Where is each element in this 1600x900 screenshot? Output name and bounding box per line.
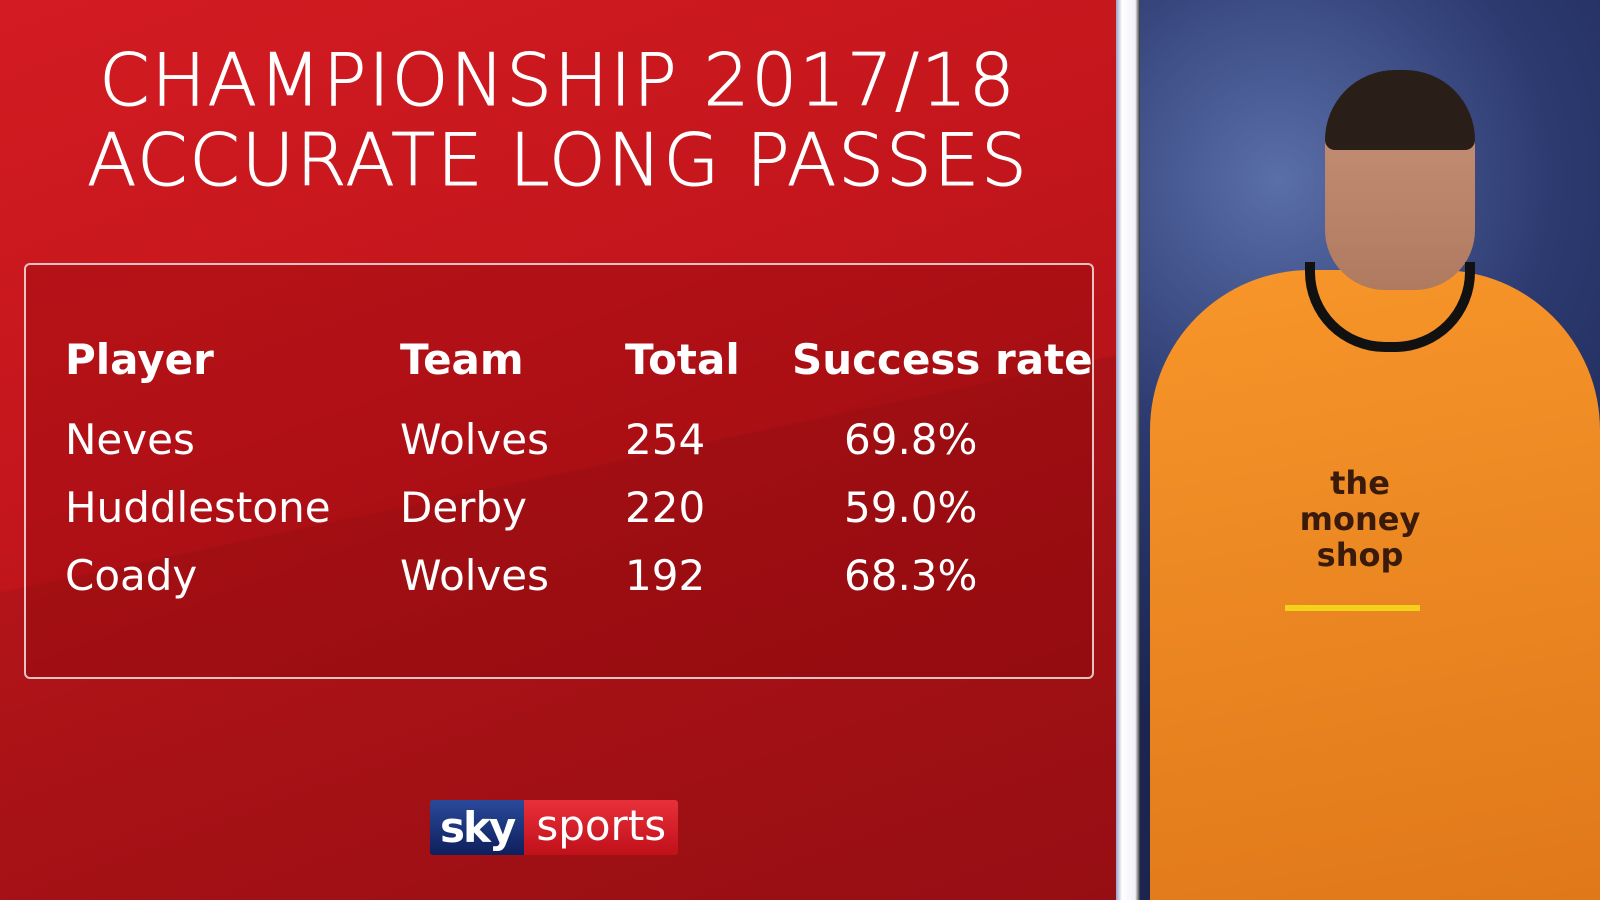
divider-stripe bbox=[1116, 0, 1140, 900]
team-name: Wolves bbox=[400, 415, 550, 464]
player-name: Neves bbox=[65, 415, 195, 464]
team-name: Derby bbox=[400, 483, 527, 532]
title-line-2: ACCURATE LONG PASSES bbox=[87, 118, 1029, 202]
total-value: 254 bbox=[625, 415, 706, 464]
sky-sports-logo: sky sports bbox=[430, 800, 679, 855]
sponsor-bar bbox=[1285, 605, 1420, 611]
team-name: Wolves bbox=[400, 551, 550, 600]
player-name: Huddlestone bbox=[65, 483, 331, 532]
rate-value: 59.0% bbox=[844, 483, 978, 532]
graphic-panel: CHAMPIONSHIP 2017/18 ACCURATE LONG PASSE… bbox=[0, 0, 1116, 900]
logo-sports: sports bbox=[524, 800, 679, 855]
header-total: Total bbox=[625, 335, 740, 384]
rate-value: 68.3% bbox=[844, 551, 978, 600]
player-shirt bbox=[1150, 270, 1600, 900]
header-player: Player bbox=[65, 335, 214, 384]
stats-table: Player Team Total Success rate Neves Wol… bbox=[24, 263, 1094, 679]
page-title: CHAMPIONSHIP 2017/18 ACCURATE LONG PASSE… bbox=[0, 38, 1116, 202]
rate-value: 69.8% bbox=[844, 415, 978, 464]
header-team: Team bbox=[400, 335, 524, 384]
total-value: 220 bbox=[625, 483, 706, 532]
title-line-1: CHAMPIONSHIP 2017/18 bbox=[99, 38, 1017, 122]
header-success-rate: Success rate bbox=[792, 335, 1093, 384]
logo-sky: sky bbox=[430, 800, 525, 855]
total-value: 192 bbox=[625, 551, 706, 600]
player-hair bbox=[1325, 70, 1475, 150]
shirt-sponsor: the money shop bbox=[1299, 464, 1421, 574]
player-photo: the money shop bbox=[1140, 0, 1600, 900]
player-name: Coady bbox=[65, 551, 198, 600]
